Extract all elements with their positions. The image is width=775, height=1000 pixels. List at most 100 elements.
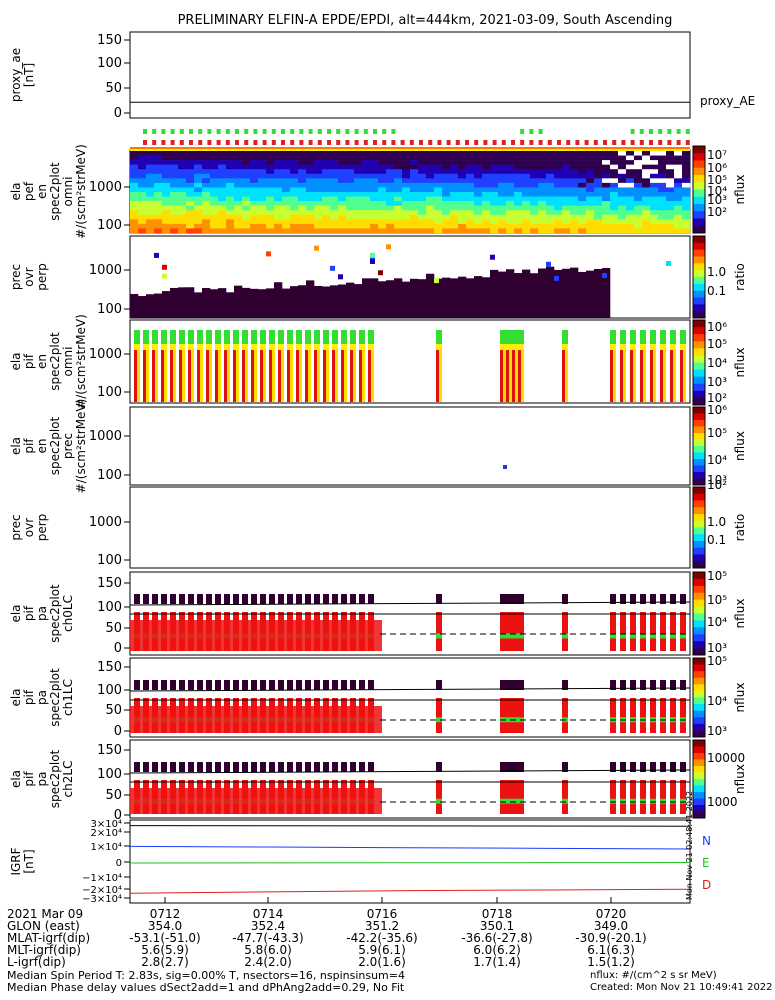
spectrogram-cell: [586, 196, 595, 202]
spectrogram-cell: [362, 214, 371, 220]
pa-bin: [206, 762, 212, 772]
spectrogram-cell: [162, 169, 171, 175]
spectrogram-cell: [426, 196, 435, 202]
spectrogram-cell: [394, 192, 403, 197]
spectrogram-cell: [674, 178, 683, 184]
ion-bin: [670, 344, 676, 350]
spectrogram-cell: [346, 151, 355, 156]
spectrogram-cell: [530, 205, 539, 211]
spectrogram-cell: [218, 187, 227, 193]
spectrogram-cell: [546, 160, 555, 165]
colorbar-tick-label: 10³: [707, 375, 727, 389]
spectrogram-cell: [130, 182, 139, 188]
colorbar-segment: [693, 249, 705, 254]
spectrogram-cell: [610, 196, 619, 202]
spectrogram-cell: [562, 219, 571, 225]
pa-bin: [680, 698, 686, 733]
y-tick-label: 1000: [89, 263, 122, 278]
pa-bin: [610, 762, 616, 772]
spectrogram-cell: [602, 151, 611, 156]
spectrogram-cell: [290, 214, 299, 220]
spectrogram-cell: [250, 205, 259, 211]
spectrogram-cell: [346, 219, 355, 225]
pa-bin: [512, 798, 518, 804]
spectrogram-cell: [490, 192, 499, 197]
pa-bin: [296, 594, 302, 604]
spectrogram-cell: [138, 205, 147, 211]
pa-bin: [305, 762, 311, 772]
spectrogram-cell: [650, 192, 659, 197]
spectrogram-cell: [570, 164, 579, 170]
spectrogram-cell: [650, 219, 659, 225]
spectrogram-cell: [330, 214, 339, 220]
spectrogram-cell: [162, 151, 171, 156]
spectrogram-cell: [194, 169, 203, 175]
spectrogram-cell: [330, 178, 339, 184]
ion-bin: [206, 344, 212, 350]
spectrogram-cell: [338, 219, 347, 225]
spectrogram-cell: [330, 164, 339, 170]
spectrogram-cell: [282, 178, 291, 184]
colorbar-segment: [693, 394, 705, 399]
spectrogram-cell: [514, 210, 523, 216]
spectrogram-cell: [162, 196, 171, 202]
spectrogram-cell: [338, 192, 347, 197]
spectrogram-cell: [146, 228, 155, 234]
spectrogram-cell: [346, 201, 355, 206]
spectrogram-cell: [298, 223, 307, 229]
y-axis-label-line: pif: [22, 438, 36, 454]
spectrogram-cell: [266, 155, 275, 161]
spectrogram-cell: [242, 151, 251, 156]
spectrogram-cell: [258, 151, 267, 156]
y-axis-label-line: ch2LC: [61, 761, 75, 798]
ratio-bin: [202, 288, 211, 318]
spectrogram-cell: [426, 151, 435, 156]
spectrogram-cell: [666, 178, 675, 184]
spectrogram-cell: [546, 201, 555, 206]
y-tick-label: 100: [97, 302, 122, 317]
spectrogram-cell: [202, 164, 211, 170]
spectrogram-cell: [314, 228, 323, 234]
green-flag: [382, 129, 387, 134]
colorbar-segment: [693, 717, 705, 722]
pa-bin: [436, 594, 442, 604]
pa-bin: [179, 762, 185, 772]
spectrogram-cell: [466, 205, 475, 211]
spectrogram-cell: [426, 219, 435, 225]
spectrogram-cell: [322, 210, 331, 216]
ion-bin: [164, 350, 167, 402]
spectrogram-cell: [490, 219, 499, 225]
colorbar-segment: [693, 420, 705, 424]
pa-bin: [610, 633, 616, 639]
spectrogram-cell: [642, 219, 651, 225]
colorbar-segment: [693, 307, 705, 312]
axis-row-value: 5.8(6.0): [244, 943, 292, 957]
colorbar-tick-label: 10²: [707, 391, 727, 405]
pa-bin: [670, 612, 676, 651]
colorbar-frame: [692, 739, 706, 819]
axis-row-value: -30.9(-20.1): [575, 931, 647, 945]
spectrogram-cell: [538, 155, 547, 161]
spectrogram-cell: [538, 196, 547, 202]
colorbar-segment: [693, 185, 705, 190]
spectrogram-cell: [266, 196, 275, 202]
colorbar-segment: [693, 534, 705, 539]
colorbar-segment: [693, 613, 705, 618]
pa-bin: [562, 698, 568, 733]
ion-bin: [368, 330, 374, 344]
spectrogram-cell: [138, 164, 147, 170]
pa-bin: [518, 594, 524, 604]
pa-bin: [500, 762, 506, 772]
colorbar-segment: [693, 674, 705, 679]
spectrogram-cell: [482, 151, 491, 156]
igrf-series-e: [129, 862, 691, 864]
spectrogram-cell: [170, 160, 179, 165]
spectrogram-cell: [186, 201, 195, 206]
spectrogram-cell: [202, 192, 211, 197]
spectrogram-cell: [578, 201, 587, 206]
spectrogram-cell: [658, 201, 667, 206]
ratio-bin: [410, 278, 419, 318]
ion-bin: [650, 344, 656, 350]
spectrogram-cell: [522, 223, 531, 229]
spectrogram-cell: [258, 205, 267, 211]
